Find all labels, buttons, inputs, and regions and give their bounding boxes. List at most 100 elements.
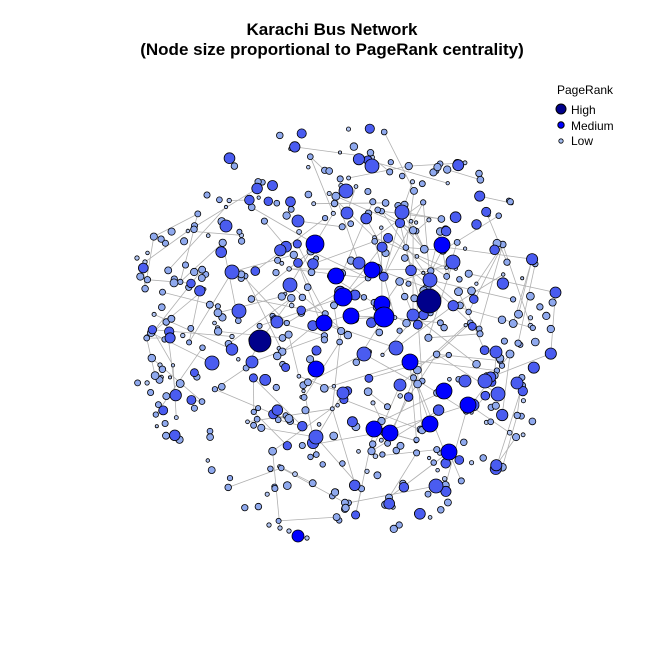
- network-node: [186, 278, 196, 289]
- network-node: [278, 334, 287, 342]
- network-node: [366, 148, 375, 157]
- network-node: [421, 270, 426, 275]
- network-node: [303, 283, 312, 292]
- network-node: [330, 488, 340, 497]
- network-node: [459, 396, 477, 414]
- network-node: [330, 199, 339, 208]
- network-node: [274, 256, 282, 264]
- network-node: [364, 158, 380, 174]
- network-node: [296, 128, 307, 139]
- network-node: [167, 375, 172, 380]
- network-node: [292, 471, 298, 477]
- network-node: [296, 229, 302, 235]
- network-node: [173, 415, 179, 421]
- network-edge: [388, 452, 417, 498]
- network-node: [336, 338, 343, 346]
- network-node: [353, 184, 359, 189]
- legend-label-high: High: [571, 103, 596, 117]
- network-node: [198, 265, 207, 274]
- network-node: [226, 474, 234, 482]
- network-node: [447, 376, 452, 382]
- network-node: [286, 528, 292, 534]
- network-node: [250, 266, 261, 276]
- network-node: [529, 324, 536, 331]
- network-node: [215, 246, 228, 258]
- network-edge: [253, 377, 303, 427]
- network-edge: [187, 230, 242, 236]
- network-node: [467, 286, 476, 296]
- network-node: [337, 326, 346, 335]
- network-node: [360, 212, 373, 225]
- network-node: [387, 159, 394, 166]
- network-node: [204, 355, 220, 371]
- network-node: [462, 246, 468, 251]
- network-edge: [335, 196, 360, 264]
- network-node: [404, 162, 413, 171]
- network-node: [158, 405, 169, 416]
- network-node: [395, 521, 403, 529]
- network-node: [212, 320, 217, 326]
- network-node: [402, 319, 411, 328]
- network-node: [161, 419, 169, 427]
- network-edge: [348, 485, 437, 504]
- network-node: [420, 199, 427, 206]
- network-edge: [251, 298, 326, 315]
- network-node: [301, 388, 306, 394]
- network-node: [379, 225, 384, 230]
- network-node: [203, 191, 211, 199]
- network-node: [374, 206, 382, 214]
- network-node: [175, 379, 185, 388]
- network-edge: [179, 229, 195, 283]
- network-node: [476, 330, 484, 338]
- legend-label-medium: Medium: [571, 119, 614, 133]
- network-node: [352, 358, 360, 366]
- network-node: [329, 431, 339, 441]
- network-node: [186, 339, 193, 346]
- network-node: [147, 325, 157, 335]
- network-node: [306, 355, 315, 364]
- network-node: [501, 272, 506, 277]
- legend-swatch-low: [558, 138, 564, 144]
- network-edge: [375, 449, 437, 457]
- network-node: [236, 357, 241, 362]
- network-node: [463, 322, 468, 328]
- network-node: [291, 529, 305, 543]
- network-edge: [363, 353, 418, 385]
- network-node: [307, 258, 319, 270]
- network-node: [307, 268, 316, 277]
- network-node: [330, 301, 338, 310]
- network-node: [229, 333, 235, 340]
- network-node: [429, 168, 438, 177]
- network-node: [213, 327, 223, 336]
- network-node: [169, 389, 182, 402]
- network-node: [197, 274, 206, 282]
- network-node: [250, 408, 257, 415]
- network-node: [414, 254, 420, 259]
- network-node: [336, 175, 344, 183]
- network-node: [271, 404, 284, 416]
- network-edge: [343, 399, 423, 431]
- network-edge: [501, 353, 511, 416]
- network-node: [418, 180, 426, 188]
- network-node: [388, 340, 404, 356]
- network-node: [440, 323, 448, 332]
- network-node: [164, 266, 173, 275]
- network-node: [364, 373, 374, 383]
- network-node: [465, 308, 472, 316]
- network-node: [397, 393, 403, 399]
- network-node: [497, 315, 507, 324]
- network-node: [205, 458, 210, 463]
- network-node: [245, 419, 250, 425]
- network-node: [386, 168, 394, 176]
- network-node: [346, 175, 352, 181]
- network-edge: [443, 246, 533, 260]
- network-node: [435, 468, 440, 473]
- network-edge: [445, 404, 469, 486]
- network-node: [506, 198, 514, 206]
- network-node: [364, 187, 372, 195]
- network-node: [376, 241, 388, 253]
- network-node: [224, 264, 240, 280]
- network-node: [158, 303, 166, 312]
- network-node: [474, 281, 479, 286]
- network-node: [453, 238, 461, 246]
